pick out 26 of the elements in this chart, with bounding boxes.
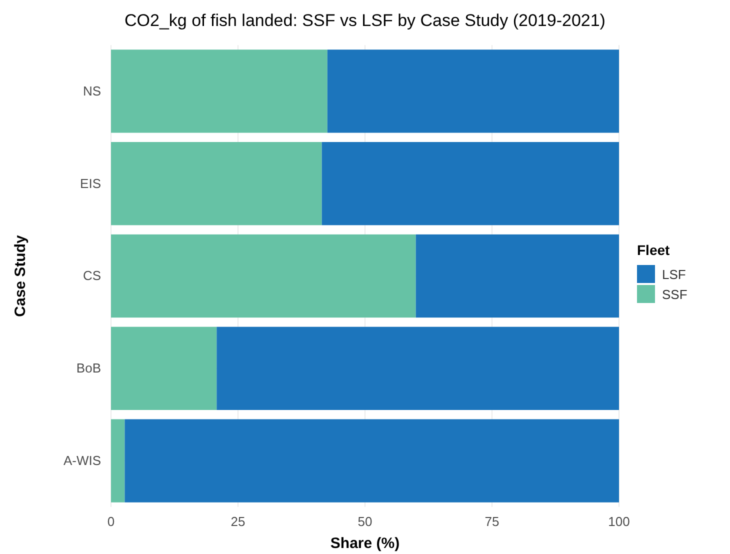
bar <box>111 234 416 318</box>
bar <box>216 326 619 410</box>
y-tick-label: BoB <box>76 360 101 376</box>
x-tick-label: 75 <box>484 514 500 530</box>
legend-title: Fleet <box>637 242 670 258</box>
y-tick-label: A-WIS <box>63 452 102 468</box>
y-tick-label: NS <box>82 83 102 98</box>
chart-title: CO2_kg of fish landed: SSF vs LSF by Case Study (2019-2021) <box>124 11 606 30</box>
x-tick-label: 50 <box>358 514 372 530</box>
x-tick-label: 0 <box>107 514 115 530</box>
y-tick-label: EIS <box>80 176 102 191</box>
bar <box>124 419 619 502</box>
y-axis-title: Case Study <box>12 234 29 317</box>
bar <box>416 234 619 318</box>
x-axis-title: Share (%) <box>330 535 400 552</box>
x-tick-label: 25 <box>230 514 246 530</box>
bar <box>327 50 619 133</box>
legend-label: SSF <box>662 287 688 302</box>
bar <box>111 142 322 226</box>
bar <box>322 142 619 226</box>
bar <box>111 50 328 133</box>
legend-label: LSF <box>662 267 686 282</box>
y-tick-label: CS <box>82 268 102 284</box>
bar <box>111 419 125 502</box>
bar <box>111 326 217 410</box>
x-tick-label: 100 <box>608 514 630 530</box>
